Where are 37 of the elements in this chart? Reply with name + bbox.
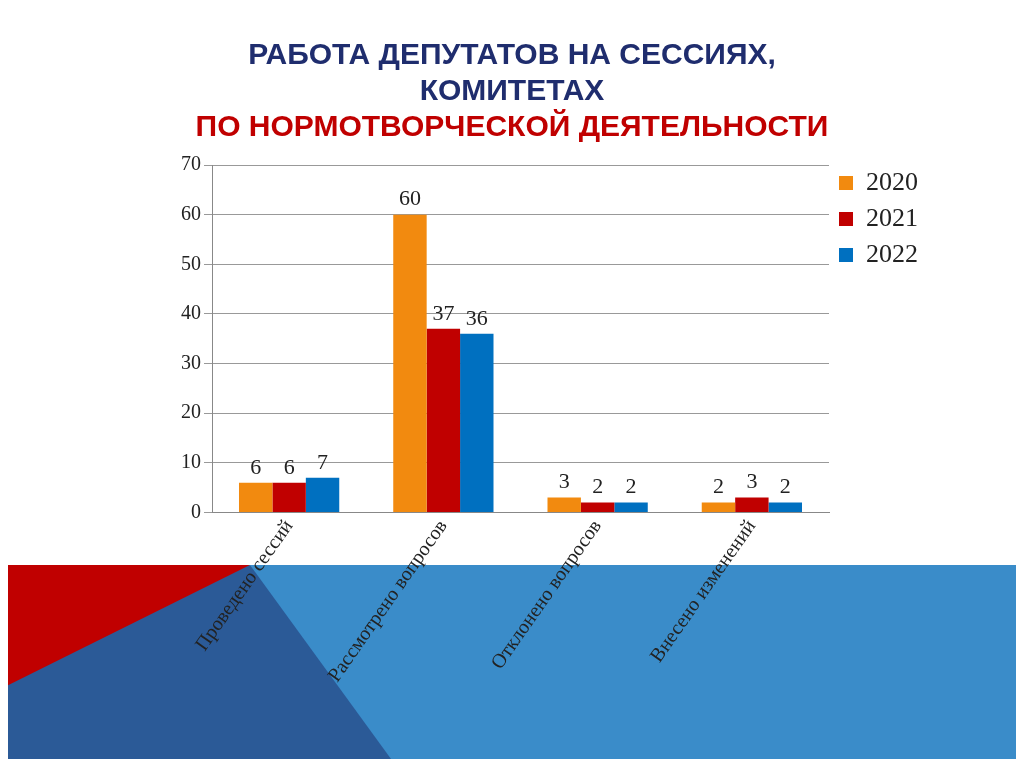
bar — [735, 497, 769, 513]
data-label: 7 — [317, 448, 329, 474]
bar — [393, 214, 427, 513]
data-label: 2 — [779, 473, 791, 499]
data-label: 2 — [592, 473, 604, 499]
y-tick-label: 10 — [181, 450, 201, 473]
legend-label: 2020 — [866, 166, 918, 196]
data-label: 2 — [625, 473, 637, 499]
data-label: 37 — [432, 299, 455, 325]
y-tick-label: 30 — [181, 350, 201, 373]
bar — [614, 502, 648, 513]
data-label: 60 — [398, 185, 421, 211]
data-label: 6 — [250, 453, 262, 479]
bar — [272, 482, 306, 513]
y-tick-label: 40 — [181, 301, 201, 324]
bar — [768, 502, 803, 513]
data-label: 6 — [283, 453, 295, 479]
bar — [580, 502, 615, 513]
data-label: 3 — [558, 468, 570, 494]
legend-label: 2022 — [866, 238, 918, 268]
data-label: 2 — [712, 473, 724, 499]
y-tick-label: 0 — [191, 499, 201, 522]
y-tick-label: 50 — [181, 251, 201, 274]
bar — [305, 477, 340, 513]
y-tick-label: 60 — [181, 201, 201, 224]
legend-label: 2021 — [866, 202, 918, 232]
data-label: 3 — [746, 468, 758, 494]
bar — [701, 502, 736, 513]
bar — [426, 328, 461, 513]
bar — [547, 497, 581, 513]
bar — [238, 482, 273, 513]
y-tick-label: 20 — [181, 400, 201, 423]
y-tick-label: 70 — [181, 152, 201, 175]
chart-subtitle: ПО НОРМОТВОРЧЕСКОЙ ДЕЯТЕЛЬНОСТИ — [194, 108, 830, 144]
chart-title: РАБОТА ДЕПУТАТОВ НА СЕССИЯХ, КОМИТЕТАХ — [247, 36, 777, 108]
data-label: 36 — [465, 304, 488, 330]
bar — [460, 333, 494, 513]
